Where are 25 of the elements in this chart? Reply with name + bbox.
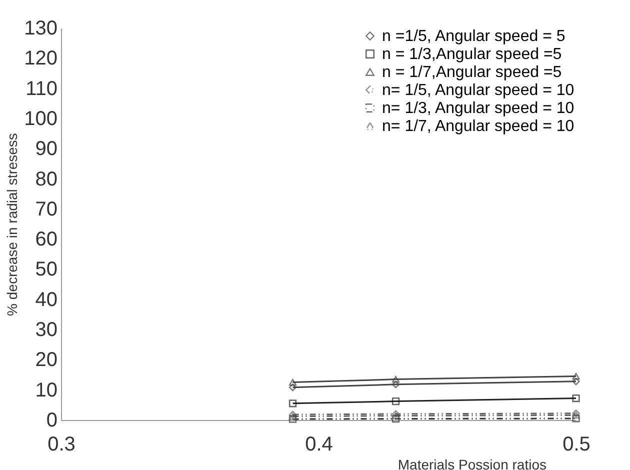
legend-label: n= 1/3, Angular speed = 10 <box>382 100 574 117</box>
y-tick-label: 110 <box>26 78 58 100</box>
legend-label: n = 1/7,Angular speed =5 <box>382 64 562 81</box>
legend-label: n = 1/3,Angular speed =5 <box>382 46 562 63</box>
y-tick-label: 0 <box>46 410 58 432</box>
legend-label: n= 1/5, Angular speed = 10 <box>382 82 574 99</box>
y-tick-label: 130 <box>24 18 58 40</box>
y-tick-label: 90 <box>35 138 58 160</box>
legend-label: n= 1/7, Angular speed = 10 <box>382 118 574 135</box>
y-tick-label: 120 <box>24 48 58 70</box>
y-tick-label: 100 <box>24 108 58 130</box>
x-axis-title: Materials Possion ratios <box>398 456 546 470</box>
y-tick-label: 30 <box>35 319 58 342</box>
legend-label: n =1/5, Angular speed = 5 <box>382 28 566 45</box>
x-tick-label: 0.3 <box>48 434 76 456</box>
y-tick-label: 70 <box>35 198 58 220</box>
y-tick-label: 40 <box>35 288 58 311</box>
y-tick-label: 80 <box>35 168 58 190</box>
y-tick-label: 20 <box>35 349 58 372</box>
y-tick-label: 10 <box>35 379 58 402</box>
x-tick-label: 0.4 <box>305 434 333 456</box>
y-tick-label: 60 <box>35 228 58 251</box>
y-axis-title: % decrease in radial stresess <box>4 133 20 316</box>
y-tick-label: 50 <box>35 258 58 281</box>
x-tick-label: 0.5 <box>562 434 590 456</box>
